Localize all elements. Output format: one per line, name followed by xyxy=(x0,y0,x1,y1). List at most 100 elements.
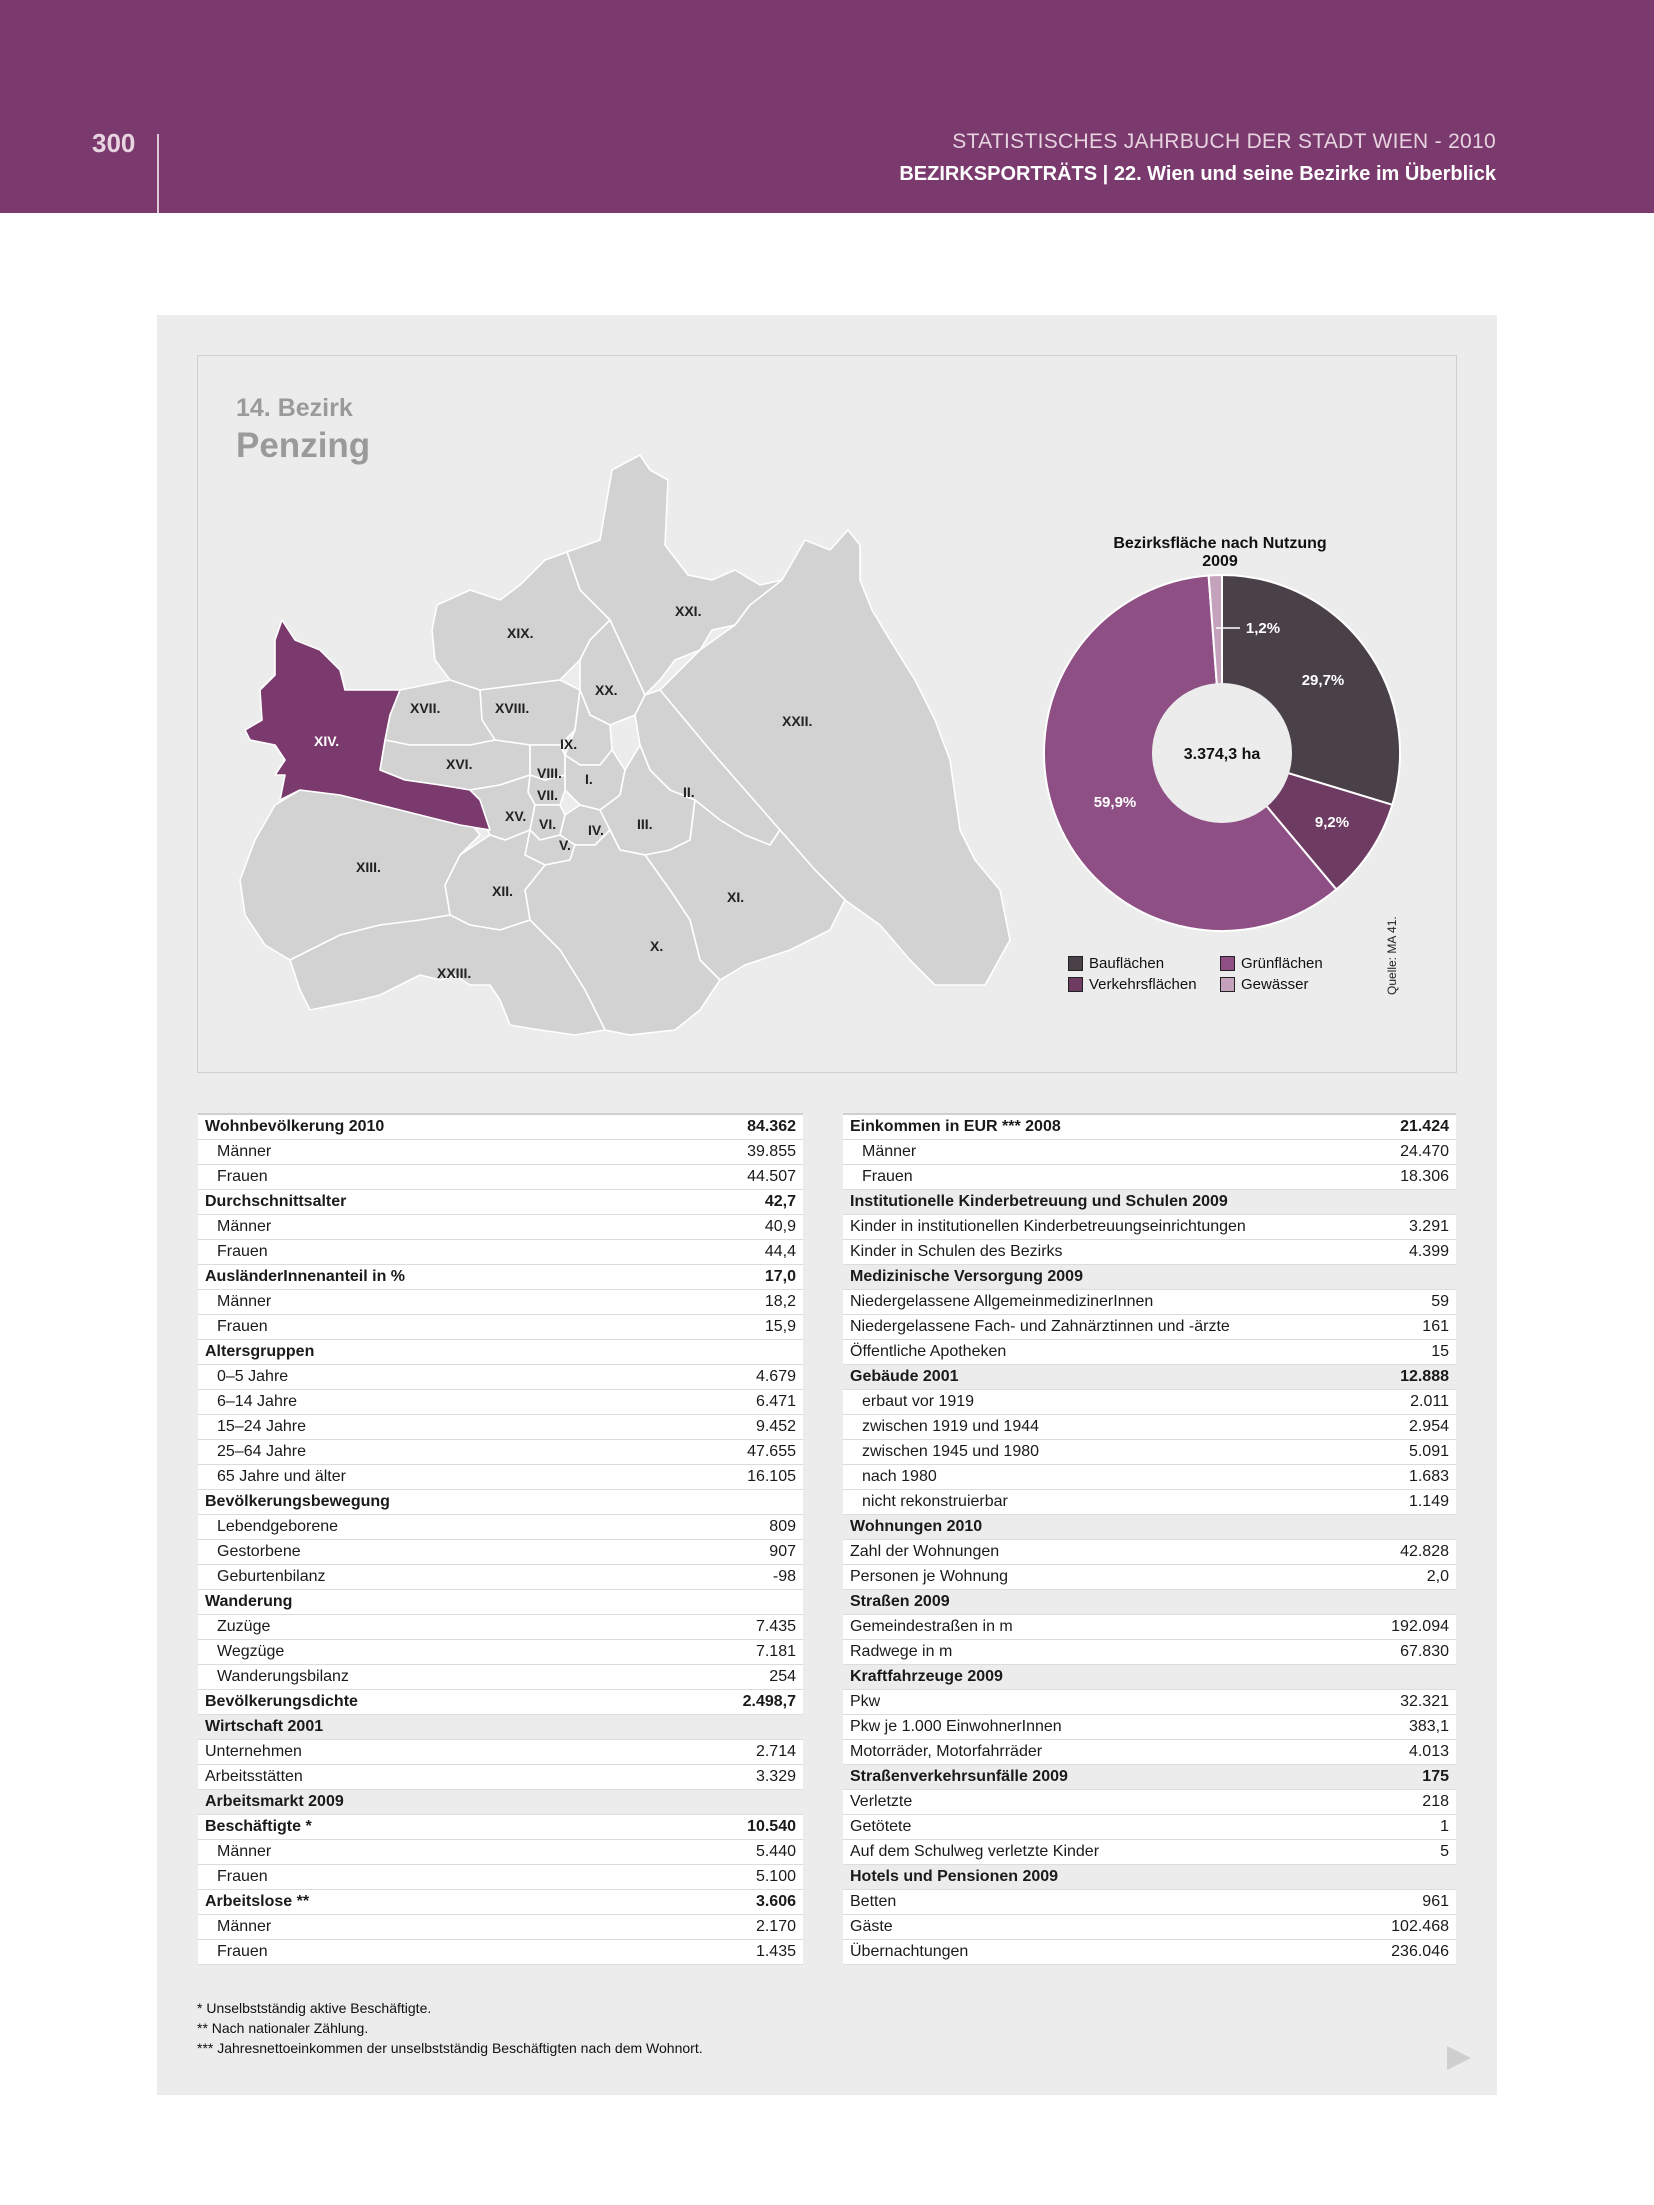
left-row: Beschäftigte * 10.540 xyxy=(198,1814,803,1840)
left-row-value: 7.435 xyxy=(658,1614,803,1640)
right-row: Betten 961 xyxy=(843,1889,1456,1915)
next-page-arrow-icon[interactable] xyxy=(1447,2046,1471,2070)
left-statistics-table: Wohnbevölkerung 2010 84.362 Männer 39.855 Fr… xyxy=(198,1113,803,1965)
right-row-label: Getötete xyxy=(843,1814,1365,1840)
right-row-label: Straßenverkehrsunfälle 2009 xyxy=(843,1764,1365,1790)
pie-label-bauflaechen: 29,7% xyxy=(1302,672,1345,689)
right-row: Niedergelassene Fach- und Zahnärztinnen … xyxy=(843,1314,1456,1340)
right-row-label: erbaut vor 1919 xyxy=(843,1389,1365,1415)
left-row-value: 7.181 xyxy=(658,1639,803,1665)
left-row-label: Lebendgeborene xyxy=(198,1514,659,1540)
left-row-value: 17,0 xyxy=(658,1264,803,1290)
right-row: Kinder in institutionellen Kinderbetreuu… xyxy=(843,1214,1456,1240)
left-row: Frauen 15,9 xyxy=(198,1314,803,1340)
left-row: Geburtenbilanz -98 xyxy=(198,1564,803,1590)
right-row-value: 2.954 xyxy=(1364,1414,1456,1440)
map-label-xiv: XIV. xyxy=(314,733,339,749)
page-header: 300 STATISTISCHES JAHRBUCH DER STADT WIE… xyxy=(0,0,1654,213)
map-label-xx: XX. xyxy=(595,682,618,698)
right-row-label: Motorräder, Motorfahrräder xyxy=(843,1739,1365,1765)
map-label-xv: XV. xyxy=(505,808,526,824)
right-row: Motorräder, Motorfahrräder 4.013 xyxy=(843,1739,1456,1765)
left-row-value: 809 xyxy=(658,1514,803,1540)
left-row-label: AusländerInnenanteil in % xyxy=(198,1264,659,1290)
left-row: Arbeitsstätten 3.329 xyxy=(198,1764,803,1790)
left-row: 65 Jahre und älter 16.105 xyxy=(198,1464,803,1490)
right-row-value: 192.094 xyxy=(1364,1614,1456,1640)
map-label-xiii: XIII. xyxy=(356,859,381,875)
left-row-label: 25–64 Jahre xyxy=(198,1439,659,1465)
right-row-value: 32.321 xyxy=(1364,1689,1456,1715)
footnote-3: *** Jahresnettoeinkommen der unselbststä… xyxy=(197,2040,703,2056)
right-row: zwischen 1919 und 1944 2.954 xyxy=(843,1414,1456,1440)
legend-item-gruenflaechen: Grünflächen xyxy=(1220,953,1323,973)
left-row: Durchschnittsalter 42,7 xyxy=(198,1189,803,1215)
right-row-label: Hotels und Pensionen 2009 xyxy=(843,1864,1365,1890)
left-row-label: Arbeitsmarkt 2009 xyxy=(198,1789,659,1815)
map-district-xxiii xyxy=(289,914,606,1036)
right-row-label: zwischen 1919 und 1944 xyxy=(843,1414,1365,1440)
left-row: 25–64 Jahre 47.655 xyxy=(198,1439,803,1465)
left-row-label: Frauen xyxy=(198,1939,659,1965)
map-label-xxiii: XXIII. xyxy=(437,965,471,981)
left-row-label: Wanderung xyxy=(198,1589,659,1615)
right-row-value: 1.149 xyxy=(1364,1489,1456,1515)
right-row-value: 21.424 xyxy=(1364,1114,1456,1140)
right-row: Öffentliche Apotheken 15 xyxy=(843,1339,1456,1365)
map-label-i: I. xyxy=(585,771,593,787)
map-district-xiv-highlight xyxy=(244,619,491,831)
left-row-label: Männer xyxy=(198,1914,659,1940)
footnotes: * Unselbstständig aktive Beschäftigte. *… xyxy=(197,1998,703,2058)
left-row-value: 2.170 xyxy=(658,1914,803,1940)
right-row: Gebäude 2001 12.888 xyxy=(843,1364,1456,1390)
right-row: Medizinische Versorgung 2009 xyxy=(843,1264,1456,1290)
legend-item-gewaesser: Gewässer xyxy=(1220,974,1309,994)
right-row-label: Pkw xyxy=(843,1689,1365,1715)
right-row: Kraftfahrzeuge 2009 xyxy=(843,1664,1456,1690)
right-row: Gemeindestraßen in m 192.094 xyxy=(843,1614,1456,1640)
map-label-xvii: XVII. xyxy=(410,700,440,716)
left-row-label: Altersgruppen xyxy=(198,1339,659,1365)
right-row-value: 218 xyxy=(1364,1789,1456,1815)
left-row: Männer 40,9 xyxy=(198,1214,803,1240)
right-row-value: 59 xyxy=(1364,1289,1456,1315)
left-row-label: 15–24 Jahre xyxy=(198,1414,659,1440)
left-row-value: 9.452 xyxy=(658,1414,803,1440)
left-row-label: Wohnbevölkerung 2010 xyxy=(198,1114,659,1140)
vienna-district-map: XXI. XIX. XX. XXII. XVII. XVIII. XIV. IX… xyxy=(239,454,1011,1036)
left-row: 0–5 Jahre 4.679 xyxy=(198,1364,803,1390)
right-row-value: 5 xyxy=(1364,1839,1456,1865)
left-row-label: Beschäftigte * xyxy=(198,1814,659,1840)
pie-label-verkehrsflaechen: 9,2% xyxy=(1315,814,1349,831)
right-row-label: Straßen 2009 xyxy=(843,1589,1365,1615)
left-row-label: Männer xyxy=(198,1289,659,1315)
left-row-value: 6.471 xyxy=(658,1389,803,1415)
left-row: Frauen 5.100 xyxy=(198,1864,803,1890)
pie-label-gewaesser: 1,2% xyxy=(1246,620,1280,637)
left-row-value: 44,4 xyxy=(658,1239,803,1265)
district-number: 14. Bezirk xyxy=(236,394,353,422)
right-row-label: Männer xyxy=(843,1139,1365,1165)
left-row: Männer 39.855 xyxy=(198,1139,803,1165)
left-row-value: 42,7 xyxy=(658,1189,803,1215)
land-use-donut-chart: 3.374,3 ha 1,2% 29,7% 9,2% 59,9% xyxy=(1043,573,1401,932)
right-row-label: Personen je Wohnung xyxy=(843,1564,1365,1590)
right-row-value: 1 xyxy=(1364,1814,1456,1840)
right-row-value: 3.291 xyxy=(1364,1214,1456,1240)
left-row: Bevölkerungsbewegung xyxy=(198,1489,803,1515)
right-row-label: Gäste xyxy=(843,1914,1365,1940)
left-row-value: 2.714 xyxy=(658,1739,803,1765)
map-label-xviii: XVIII. xyxy=(495,700,529,716)
map-label-vii: VII. xyxy=(537,787,558,803)
left-row-label: Arbeitslose ** xyxy=(198,1889,659,1915)
right-row-label: Medizinische Versorgung 2009 xyxy=(843,1264,1365,1290)
legend-label-gruenflaechen: Grünflächen xyxy=(1241,954,1323,972)
right-row: Auf dem Schulweg verletzte Kinder 5 xyxy=(843,1839,1456,1865)
right-row-value: 961 xyxy=(1364,1889,1456,1915)
right-row-value: 175 xyxy=(1364,1764,1456,1790)
legend-swatch-verkehrsflaechen xyxy=(1068,976,1083,992)
chapter-title: BEZIRKSPORTRÄTS | 22. Wien und seine Bez… xyxy=(899,163,1496,185)
left-row-label: Männer xyxy=(198,1139,659,1165)
left-row-value: 5.100 xyxy=(658,1864,803,1890)
left-row-value: 3.606 xyxy=(658,1889,803,1915)
